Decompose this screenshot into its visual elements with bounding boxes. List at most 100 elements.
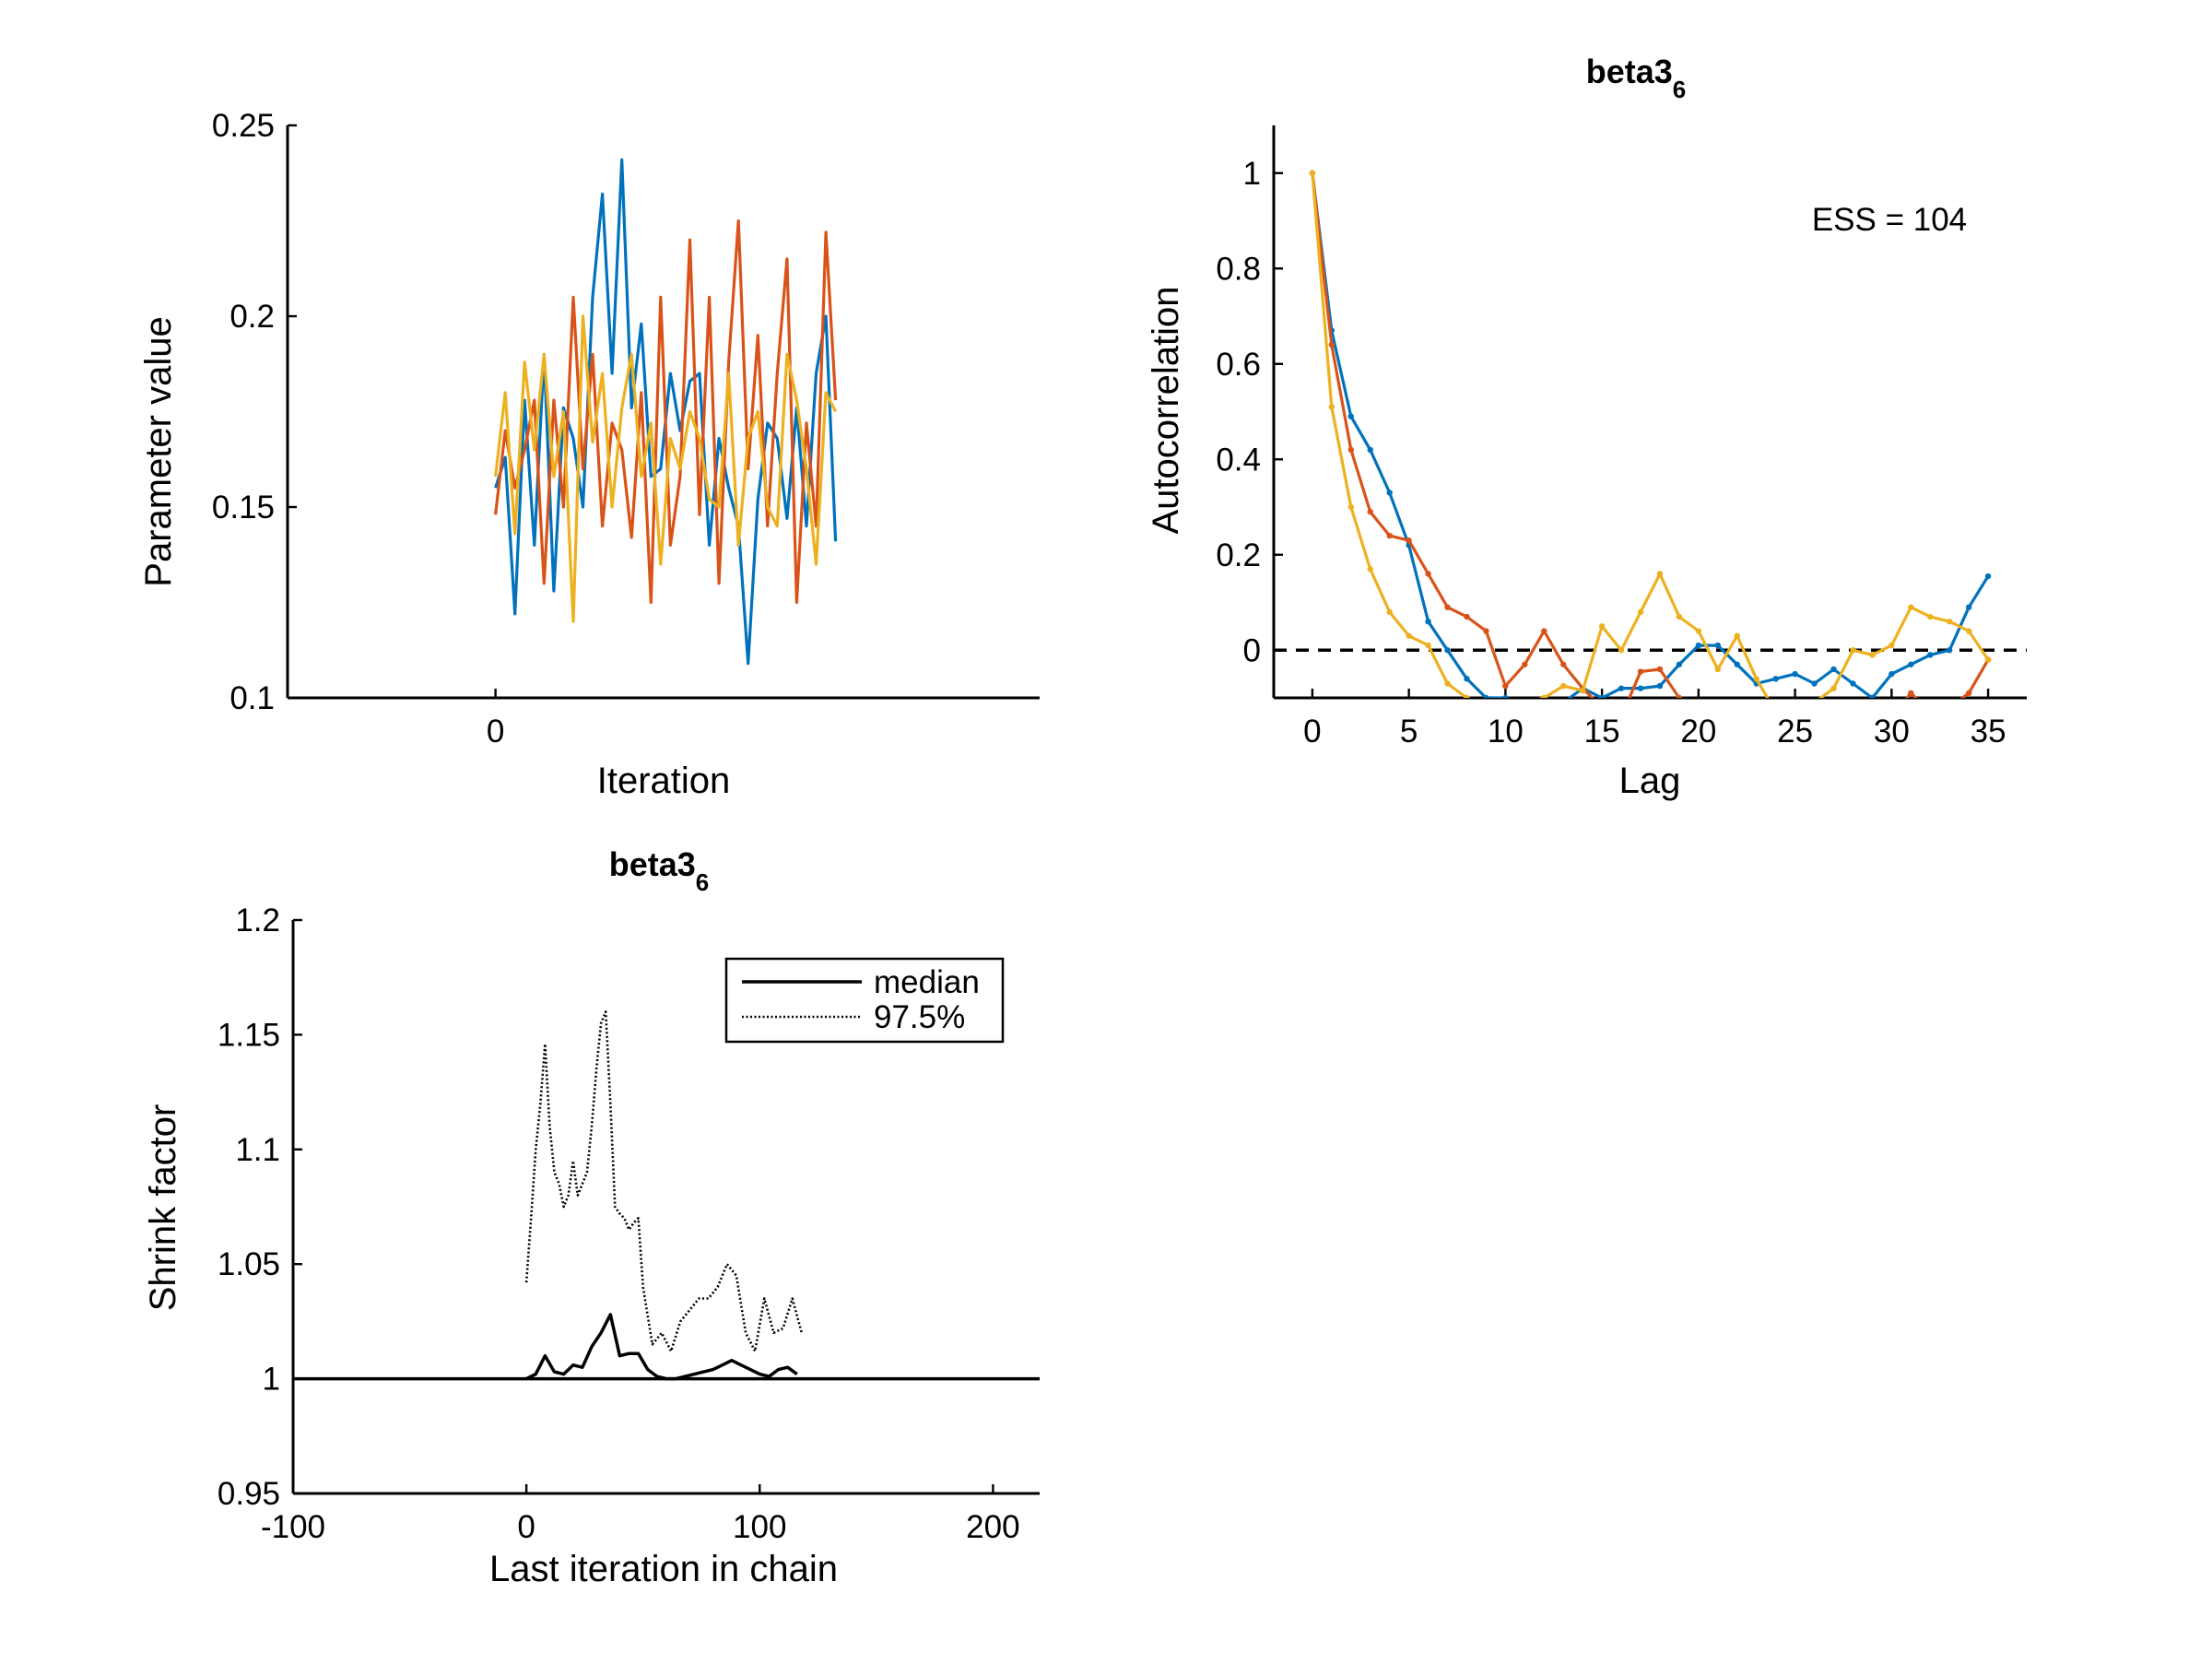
- ess-annotation: ESS = 104: [1812, 202, 1967, 238]
- y-tick-label: 0.8: [1216, 251, 1261, 287]
- x-tick-label: -100: [261, 1509, 325, 1545]
- data-point: [1927, 613, 1934, 620]
- data-point: [1869, 652, 1876, 658]
- data-point: [1830, 666, 1837, 673]
- data-point: [1425, 642, 1431, 649]
- data-point: [1386, 608, 1393, 616]
- data-point: [1965, 690, 1972, 697]
- acf-title-main: beta3: [1586, 53, 1673, 90]
- data-point: [1367, 508, 1373, 515]
- data-point: [1908, 661, 1914, 667]
- y-tick-label: 0.6: [1216, 347, 1261, 383]
- data-point: [1464, 613, 1470, 620]
- x-tick-label: 0: [487, 714, 504, 749]
- acf-xlabel: Lag: [1619, 761, 1681, 801]
- data-point: [1676, 694, 1683, 698]
- y-tick-label: 1.2: [235, 903, 280, 938]
- shrink-factor-panel: beta36 Shrink factor Last iteration in c…: [143, 845, 1040, 1589]
- data-point: [1830, 733, 1836, 738]
- acf-title-subscript: 6: [1673, 76, 1686, 103]
- data-point: [1347, 446, 1354, 454]
- data-point: [1522, 700, 1527, 705]
- data-point: [1965, 604, 1972, 610]
- data-point: [1328, 404, 1335, 410]
- data-point: [1464, 676, 1470, 682]
- x-tick-label: 100: [733, 1509, 786, 1545]
- data-point: [1598, 623, 1606, 630]
- trace-ylabel: Parameter value: [138, 316, 179, 586]
- data-point: [1850, 647, 1856, 654]
- data-point: [1599, 704, 1605, 710]
- data-point: [1637, 668, 1644, 675]
- data-point: [1406, 632, 1412, 639]
- y-tick-label: 0.2: [1216, 537, 1261, 573]
- y-tick-label: 0.25: [212, 108, 275, 144]
- trace-xlabel: Iteration: [597, 761, 731, 801]
- acf-ylabel: Autocorrelation: [1146, 286, 1186, 534]
- x-tick-label: 10: [1488, 714, 1524, 749]
- data-point: [1734, 632, 1740, 639]
- y-tick-label: 1.05: [218, 1246, 280, 1282]
- data-point: [1888, 642, 1895, 649]
- acf-title: beta36: [1586, 53, 1687, 103]
- shrink-title-subscript: 6: [696, 868, 709, 896]
- data-point: [1541, 694, 1547, 698]
- series-line-yellow: [494, 314, 838, 623]
- data-point: [1618, 685, 1625, 691]
- legend-median-label: median: [874, 964, 980, 1000]
- data-point: [1965, 628, 1972, 634]
- data-point: [1579, 688, 1586, 694]
- data-point: [1714, 642, 1722, 649]
- data-point: [1541, 714, 1547, 720]
- x-tick-label: 0: [1303, 714, 1321, 749]
- data-point: [1792, 670, 1798, 678]
- data-point: [1560, 700, 1566, 705]
- data-point: [1735, 724, 1740, 729]
- data-point: [1927, 652, 1934, 658]
- series-group: [1309, 170, 1992, 738]
- data-point: [1541, 628, 1547, 634]
- data-point: [1444, 680, 1451, 687]
- data-point: [1347, 503, 1354, 511]
- data-point: [1386, 490, 1393, 496]
- data-point: [1464, 694, 1470, 698]
- series-line-yellow: [1311, 172, 1990, 698]
- data-point: [1947, 619, 1953, 625]
- data-point: [1908, 690, 1914, 697]
- y-tick-label: 1.15: [218, 1017, 280, 1053]
- y-tick-label: 1.1: [235, 1132, 280, 1168]
- data-point: [1560, 661, 1567, 667]
- y-tick-label: 1: [1243, 156, 1261, 192]
- x-tick-label: 5: [1400, 714, 1418, 749]
- data-point: [1772, 676, 1779, 682]
- data-point: [1830, 685, 1837, 691]
- data-point: [1502, 682, 1509, 690]
- data-point: [1869, 704, 1875, 710]
- data-point: [1908, 604, 1914, 610]
- data-point: [1444, 604, 1451, 610]
- y-tick-label: 0.95: [218, 1476, 280, 1512]
- data-point: [1386, 532, 1393, 539]
- series-group: [524, 1010, 804, 1381]
- data-point: [1656, 571, 1664, 577]
- series-line-orange: [1311, 172, 1990, 698]
- data-point: [1406, 537, 1412, 544]
- data-point: [1328, 341, 1335, 348]
- y-tick-label: 0: [1243, 632, 1261, 668]
- y-tick-label: 0.4: [1216, 442, 1261, 478]
- data-point: [1850, 680, 1856, 687]
- data-point: [1522, 661, 1528, 667]
- data-point: [1483, 694, 1489, 698]
- series-line-975: [524, 1010, 804, 1352]
- data-point: [1560, 682, 1567, 690]
- x-tick-label: 25: [1777, 714, 1813, 749]
- data-point: [1347, 413, 1354, 419]
- data-point: [1656, 666, 1664, 673]
- data-point: [1811, 700, 1817, 705]
- legend-box: [724, 957, 1005, 1044]
- autocorrelation-panel: beta36 Autocorrelation Lag ESS = 104 0 0.…: [1146, 53, 2027, 801]
- data-point: [1425, 571, 1431, 577]
- data-point: [1869, 694, 1876, 698]
